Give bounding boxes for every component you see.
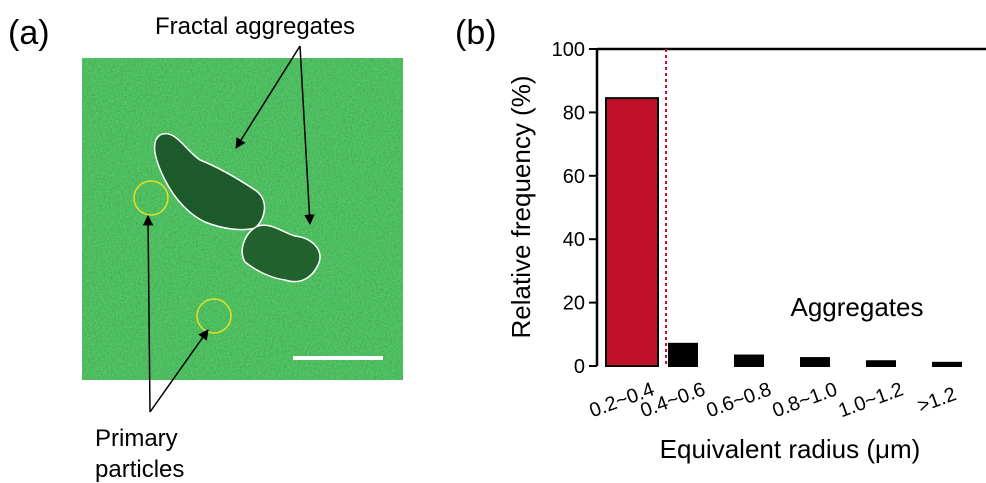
y-axis-label: Relative frequency (%) xyxy=(506,76,536,339)
x-tick-label: 1.0~1.2 xyxy=(836,379,907,423)
bar xyxy=(933,363,961,366)
y-tick-label: 0 xyxy=(574,356,585,378)
annotation: particles xyxy=(95,456,184,483)
x-tick-label: 0.8~1.0 xyxy=(770,379,841,423)
y-tick-label: 40 xyxy=(563,229,585,251)
annotation: Aggregates xyxy=(791,292,924,322)
y-tick-label: 100 xyxy=(552,39,585,61)
panel-label: (a) xyxy=(8,14,50,52)
bar xyxy=(606,98,658,366)
bar xyxy=(669,344,697,366)
y-tick-label: 20 xyxy=(563,293,585,315)
annotation: Fractal aggregates xyxy=(155,13,355,40)
micrograph xyxy=(82,58,403,380)
panel-label: (b) xyxy=(455,14,497,52)
figure: (a) Fractal aggregates Primary particles… xyxy=(0,0,986,483)
x-tick-label: 0.6~0.8 xyxy=(704,379,775,423)
bar xyxy=(735,356,763,366)
annotation: Primary xyxy=(95,425,178,452)
bar xyxy=(867,361,895,366)
y-tick-label: 80 xyxy=(563,102,585,124)
x-tick-label: >1.2 xyxy=(915,383,960,417)
bar xyxy=(801,358,829,366)
x-axis-label: Equivalent radius (μm) xyxy=(660,434,921,464)
y-tick-label: 60 xyxy=(563,166,585,188)
